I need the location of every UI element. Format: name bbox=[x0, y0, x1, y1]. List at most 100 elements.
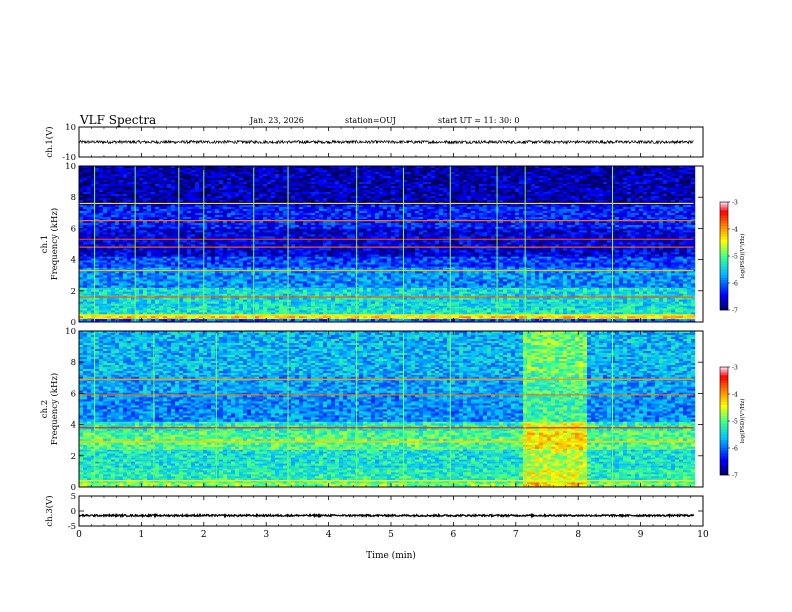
spectrogram-cell bbox=[579, 308, 583, 310]
spectrogram-cell bbox=[307, 316, 311, 318]
spectrogram-cell bbox=[259, 288, 263, 290]
spectrogram-cell bbox=[159, 319, 163, 321]
spectrogram-cell bbox=[591, 312, 595, 314]
spectrogram-cell bbox=[199, 318, 203, 319]
spectrogram-cell bbox=[619, 308, 623, 310]
spectrogram-cell bbox=[179, 288, 183, 290]
spectrogram-cell bbox=[367, 310, 371, 312]
spectrogram-cell bbox=[575, 308, 579, 310]
spectrogram-cell bbox=[563, 318, 567, 319]
spectrogram-cell bbox=[243, 319, 247, 321]
spectrogram-cell bbox=[651, 318, 655, 319]
spectrogram-cell bbox=[283, 312, 287, 314]
spectrogram-cell bbox=[223, 319, 227, 321]
spectrogram-cell bbox=[551, 318, 555, 319]
spectrogram-cell bbox=[531, 319, 535, 321]
spectrogram-cell bbox=[511, 308, 515, 310]
spectrogram-cell bbox=[343, 319, 347, 321]
spectrogram-cell bbox=[531, 316, 535, 318]
spectrogram-cell bbox=[207, 318, 211, 319]
spectrogram-cell bbox=[211, 312, 215, 314]
spectrogram-cell bbox=[615, 306, 619, 308]
spectrogram-cell bbox=[363, 312, 367, 314]
spectrogram-cell bbox=[311, 310, 315, 312]
spectrogram-cell bbox=[563, 316, 567, 318]
spectrogram-cell bbox=[111, 306, 115, 308]
spectrogram-cell bbox=[679, 312, 683, 314]
spectrogram-cell bbox=[643, 310, 647, 312]
spectrogram-cell bbox=[579, 288, 583, 290]
spectrogram-cell bbox=[107, 306, 111, 308]
spectrogram-cell bbox=[291, 310, 295, 312]
spectrogram-cell bbox=[487, 316, 491, 318]
spectrogram-cell bbox=[219, 308, 223, 310]
spectrogram-cell bbox=[95, 312, 99, 314]
spectrogram-cell bbox=[367, 308, 371, 310]
spectrogram-cell bbox=[79, 312, 83, 314]
spectrogram-cell bbox=[591, 288, 595, 290]
spectrogram-cell bbox=[243, 306, 247, 308]
spectrogram-cell bbox=[179, 310, 183, 312]
spectrogram-cell bbox=[327, 306, 331, 308]
spectrogram-cell bbox=[563, 288, 567, 290]
spectrogram-cell bbox=[315, 310, 319, 312]
spectrogram-cell bbox=[515, 308, 519, 310]
spectrogram-cell bbox=[115, 312, 119, 314]
spectrogram-cell bbox=[599, 312, 603, 314]
spectrogram-cell bbox=[271, 288, 275, 290]
spectrogram-cell bbox=[187, 306, 191, 308]
spectrogram-cell bbox=[607, 318, 611, 319]
spectrogram-cell bbox=[563, 308, 567, 310]
spectrogram-cell bbox=[315, 316, 319, 318]
spectrogram-cell bbox=[463, 318, 467, 319]
spectrogram-cell bbox=[259, 308, 263, 310]
spectrogram-cell bbox=[535, 318, 539, 319]
spectrogram-cell bbox=[111, 312, 115, 314]
spectrogram-cell bbox=[271, 310, 275, 312]
spectrogram-cell bbox=[527, 319, 531, 321]
spectrogram-cell bbox=[595, 310, 599, 312]
spectrogram-cell bbox=[619, 306, 623, 308]
spectrogram-cell bbox=[651, 310, 655, 312]
spectrogram-cell bbox=[535, 310, 539, 312]
spectrogram-cell bbox=[251, 288, 255, 290]
spectrogram-cell bbox=[367, 306, 371, 308]
spectrogram-cell bbox=[443, 308, 447, 310]
spectrogram-cell bbox=[463, 306, 467, 308]
spectrogram-cell bbox=[603, 316, 607, 318]
spectrogram-cell bbox=[487, 308, 491, 310]
spectrogram-cell bbox=[379, 308, 383, 310]
spectrogram-cell bbox=[459, 318, 463, 319]
spectrogram-cell bbox=[419, 310, 423, 312]
spectrogram-cell bbox=[247, 316, 251, 318]
spectrogram-cell bbox=[571, 308, 575, 310]
spectrogram-cell bbox=[239, 318, 243, 319]
spectrogram-cell bbox=[459, 316, 463, 318]
spectrogram-cell bbox=[611, 319, 615, 321]
spectrogram-cell bbox=[243, 310, 247, 312]
spectrogram-cell bbox=[431, 319, 435, 321]
spectrogram-cell bbox=[95, 310, 99, 312]
spectrogram-cell bbox=[207, 312, 211, 314]
spectrogram-cell bbox=[159, 290, 163, 292]
spectrogram-cell bbox=[623, 308, 627, 310]
spectrogram-cell bbox=[655, 310, 659, 312]
spectrogram-cell bbox=[103, 310, 107, 312]
spectrogram-cell bbox=[399, 308, 403, 310]
spectrogram-cell bbox=[243, 318, 247, 319]
spectrogram-cell bbox=[103, 319, 107, 321]
spectrogram-cell bbox=[467, 312, 471, 314]
spectrogram-cell bbox=[395, 308, 399, 310]
spectrogram-cell bbox=[683, 310, 687, 312]
spectrogram-cell bbox=[119, 318, 123, 319]
spectrogram-cell bbox=[179, 316, 183, 318]
spectrogram-cell bbox=[99, 308, 103, 310]
spectrogram-cell bbox=[499, 312, 503, 314]
spectrogram-cell bbox=[631, 288, 635, 290]
spectrogram-cell bbox=[163, 312, 167, 314]
spectrogram-cell bbox=[563, 306, 567, 308]
spectrogram-cell bbox=[223, 308, 227, 310]
spectrogram-cell bbox=[655, 288, 659, 290]
spectrogram-cell bbox=[283, 316, 287, 318]
spectrogram-cell bbox=[363, 319, 367, 321]
